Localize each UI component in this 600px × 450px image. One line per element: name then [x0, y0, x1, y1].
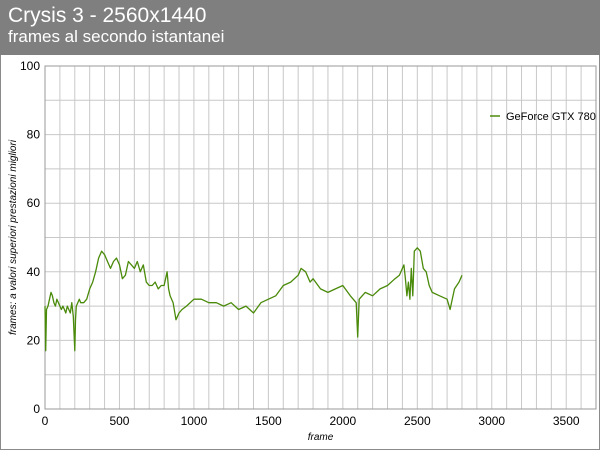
chart-header: Crysis 3 - 2560x1440 frames al secondo i…: [0, 0, 600, 55]
y-tick-labels: 0 20 40 60 80 100: [20, 59, 40, 416]
legend: GeForce GTX 780: [490, 111, 596, 123]
x-axis-label: frame: [308, 432, 334, 443]
y-tick-label: 100: [20, 59, 40, 73]
x-tick-label: 2500: [404, 414, 431, 428]
x-tick-labels: 0 500 1000 1500 2000 2500 3000 3500: [42, 414, 580, 428]
chart-subtitle: frames al secondo istantanei: [8, 27, 225, 46]
y-axis-label: frames: a valori superiori prestazioni m…: [8, 139, 19, 335]
x-tick-label: 2000: [329, 414, 356, 428]
chart-title: Crysis 3 - 2560x1440: [8, 4, 207, 27]
y-tick-label: 20: [27, 333, 41, 347]
grid-lines: [45, 66, 596, 409]
y-tick-label: 80: [27, 128, 41, 142]
x-tick-label: 500: [109, 414, 129, 428]
series-line: [44, 247, 463, 352]
x-tick-label: 1500: [255, 414, 282, 428]
x-tick-label: 0: [42, 414, 49, 428]
x-tick-label: 3500: [553, 414, 580, 428]
y-tick-label: 40: [27, 265, 41, 279]
x-tick-label: 1000: [181, 414, 208, 428]
series-lines: [44, 247, 463, 352]
y-tick-label: 60: [27, 196, 41, 210]
y-tick-label: 0: [33, 402, 40, 416]
x-tick-label: 3000: [478, 414, 505, 428]
plot-area: [44, 65, 597, 410]
legend-label: GeForce GTX 780: [506, 111, 596, 123]
